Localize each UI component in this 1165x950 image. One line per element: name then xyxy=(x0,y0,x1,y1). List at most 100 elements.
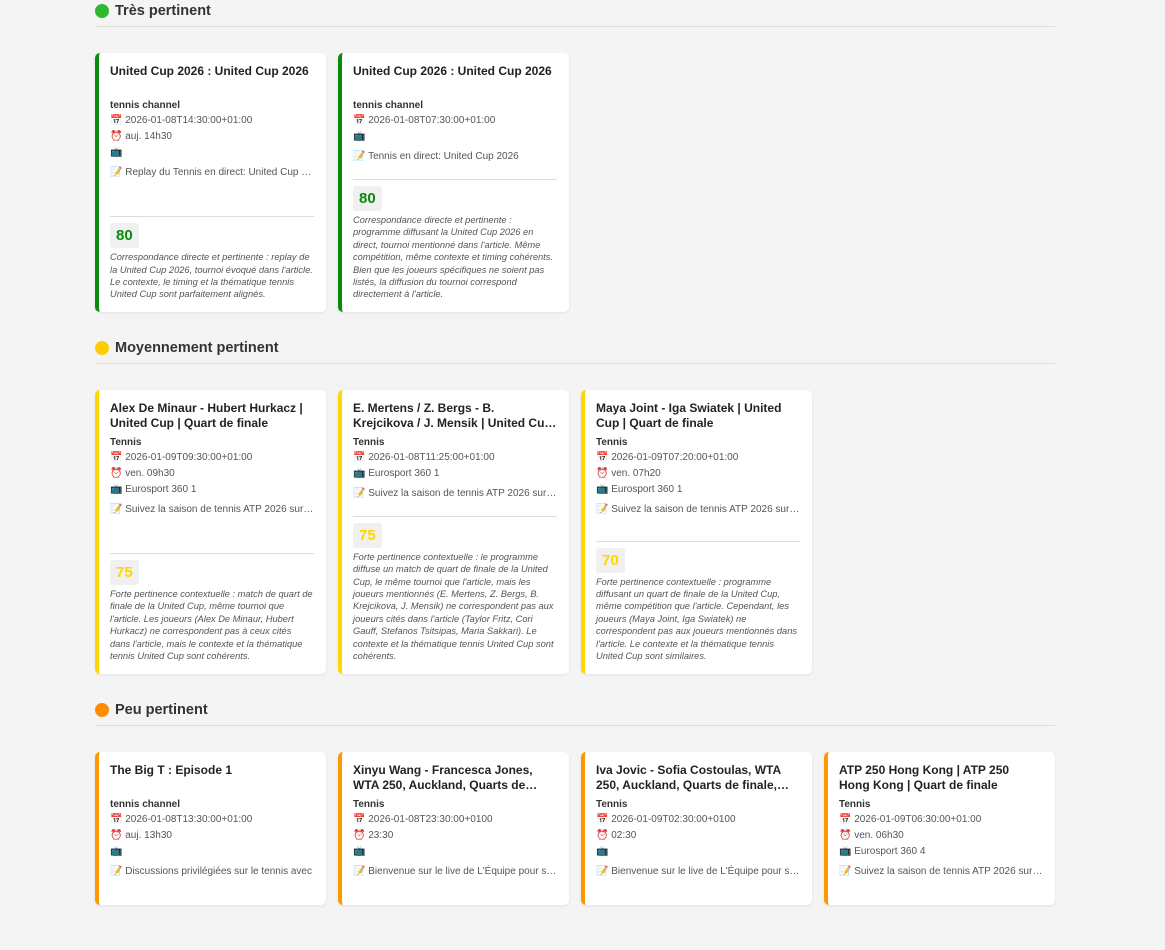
description-row: 📝 Suivez la saison de tennis ATP 2026 su… xyxy=(839,864,1043,880)
tv-row: 📺 Eurosport 360 4 xyxy=(839,844,1043,860)
justification-text: Correspondance directe et pertinente : p… xyxy=(353,215,553,300)
tv-row: 📺 Eurosport 360 1 xyxy=(353,466,557,482)
date-row: 📅 2026-01-08T13:30:00+01:00 xyxy=(110,812,314,828)
date-text: 2026-01-09T06:30:00+01:00 xyxy=(854,813,982,825)
section-low: Peu pertinent The Big T : Episode 1 tennis… xyxy=(95,699,1055,905)
tv-row: 📺 xyxy=(353,129,557,145)
tv-row: 📺 xyxy=(110,145,314,161)
description-row: 📝 Replay du Tennis en direct: United Cup… xyxy=(110,165,314,181)
time-row: ⏰ 02:30 xyxy=(596,828,800,844)
program-title: Maya Joint - Iga Swiatek | United Cup | … xyxy=(596,400,782,430)
score-footer: 75 Forte pertinence contextuelle : match … xyxy=(110,553,314,662)
date-text: 2026-01-08T13:30:00+01:00 xyxy=(125,813,253,825)
section-medium: Moyennement pertinent Alex De Minaur - Hu… xyxy=(95,337,1055,674)
date-text: 2026-01-09T07:20:00+01:00 xyxy=(611,451,739,463)
description-row: 📝 Discussions privilégiées sur le tennis… xyxy=(110,864,314,880)
calendar-icon: 📅 xyxy=(839,813,852,825)
time-row: ⏰ ven. 09h30 xyxy=(110,466,314,482)
description-text: Tennis en direct: United Cup 2026 xyxy=(368,151,519,162)
description-text: Suivez la saison de tennis ATP 2026 sur … xyxy=(125,503,314,515)
score-footer: 70 Forte pertinence contextuelle : progra… xyxy=(596,540,800,663)
score-badge: 80 xyxy=(110,223,139,249)
program-card[interactable]: United Cup 2026 : United Cup 2026 tennis … xyxy=(338,53,569,312)
program-card[interactable]: E. Mertens / Z. Bergs - B. Krejcikova / … xyxy=(338,389,569,674)
time-row: ⏰ auj. 14h30 xyxy=(110,129,314,145)
tv-icon: 📺 xyxy=(353,131,366,142)
date-text: 2026-01-09T02:30:00+0100 xyxy=(611,813,736,825)
program-card[interactable]: Maya Joint - Iga Swiatek | United Cup | … xyxy=(581,389,812,674)
score-badge: 75 xyxy=(110,560,139,586)
memo-icon: 📝 xyxy=(839,865,852,877)
description-text: Discussions privilégiées sur le tennis a… xyxy=(125,865,312,877)
program-card[interactable]: ATP 250 Hong Kong | ATP 250 Hong Kong | … xyxy=(824,751,1055,905)
calendar-icon: 📅 xyxy=(110,451,123,463)
calendar-icon: 📅 xyxy=(110,115,123,126)
calendar-icon: 📅 xyxy=(596,451,609,463)
date-text: 2026-01-09T09:30:00+01:00 xyxy=(125,451,253,463)
description-row: 📝 Bienvenue sur le live de L'Équipe pour… xyxy=(596,864,800,880)
alarm-clock-icon: ⏰ xyxy=(110,131,123,142)
tv-text: Eurosport 360 1 xyxy=(125,483,197,495)
channel-name: Tennis xyxy=(353,798,385,810)
tv-icon: 📺 xyxy=(353,467,366,479)
program-card[interactable]: Iva Jovic - Sofia Costoulas, WTA 250, Au… xyxy=(581,751,812,905)
card-grid: United Cup 2026 : United Cup 2026 tennis … xyxy=(95,53,1055,312)
score-footer: 75 Forte pertinence contextuelle : le pro… xyxy=(353,515,557,663)
date-row: 📅 2026-01-09T09:30:00+01:00 xyxy=(110,450,314,466)
section-title: Peu pertinent xyxy=(115,701,208,718)
description-text: Replay du Tennis en direct: United Cup 2… xyxy=(125,167,314,178)
program-title: The Big T : Episode 1 xyxy=(110,762,233,777)
tv-icon: 📺 xyxy=(596,845,609,857)
date-row: 📅 2026-01-08T11:25:00+01:00 xyxy=(353,450,557,466)
score-badge: 70 xyxy=(596,547,625,573)
section-title: Moyennement pertinent xyxy=(115,339,279,356)
justification-text: Correspondance directe et pertinente : r… xyxy=(110,252,313,300)
time-text: 23:30 xyxy=(368,829,394,841)
date-text: 2026-01-08T23:30:00+0100 xyxy=(368,813,493,825)
tv-row: 📺 xyxy=(110,844,314,860)
date-row: 📅 2026-01-09T06:30:00+01:00 xyxy=(839,812,1043,828)
calendar-icon: 📅 xyxy=(596,813,609,825)
time-row: ⏰ auj. 13h30 xyxy=(110,828,314,844)
alarm-clock-icon: ⏰ xyxy=(110,829,123,841)
tv-icon: 📺 xyxy=(110,845,123,857)
date-text: 2026-01-08T07:30:00+01:00 xyxy=(368,115,496,126)
program-title: United Cup 2026 : United Cup 2026 xyxy=(353,64,552,78)
status-dot-icon xyxy=(95,702,109,717)
channel-name: Tennis xyxy=(596,436,628,448)
channel-name: Tennis xyxy=(353,436,385,448)
date-row: 📅 2026-01-08T23:30:00+0100 xyxy=(353,812,557,828)
memo-icon: 📝 xyxy=(596,865,609,877)
tv-text: Eurosport 360 1 xyxy=(611,483,683,495)
time-row: ⏰ ven. 06h30 xyxy=(839,828,1043,844)
memo-icon: 📝 xyxy=(353,487,366,499)
program-card[interactable]: The Big T : Episode 1 tennis channel 📅 202… xyxy=(95,751,326,905)
section-high: Très pertinent United Cup 2026 : United C… xyxy=(95,0,1055,312)
channel-name: Tennis xyxy=(110,436,142,448)
calendar-icon: 📅 xyxy=(353,115,366,126)
tv-icon: 📺 xyxy=(110,147,123,158)
time-text: ven. 06h30 xyxy=(854,829,904,841)
tv-text: Eurosport 360 4 xyxy=(854,845,926,857)
status-dot-icon xyxy=(95,340,109,355)
program-title: United Cup 2026 : United Cup 2026 xyxy=(110,64,309,78)
time-text: auj. 13h30 xyxy=(125,829,172,841)
calendar-icon: 📅 xyxy=(353,813,366,825)
program-card[interactable]: Xinyu Wang - Francesca Jones, WTA 250, A… xyxy=(338,751,569,905)
program-title: Xinyu Wang - Francesca Jones, WTA 250, A… xyxy=(353,762,533,792)
alarm-clock-icon: ⏰ xyxy=(353,829,366,841)
program-card[interactable]: Alex De Minaur - Hubert Hurkacz | United… xyxy=(95,389,326,674)
description-row: 📝 Suivez la saison de tennis ATP 2026 su… xyxy=(353,486,557,502)
description-text: Suivez la saison de tennis ATP 2026 sur … xyxy=(368,487,557,499)
program-title: E. Mertens / Z. Bergs - B. Krejcikova / … xyxy=(353,400,552,430)
program-card[interactable]: United Cup 2026 : United Cup 2026 tennis … xyxy=(95,53,326,312)
program-title: Iva Jovic - Sofia Costoulas, WTA 250, Au… xyxy=(596,762,781,792)
description-text: Suivez la saison de tennis ATP 2026 sur … xyxy=(611,503,800,515)
program-title: Alex De Minaur - Hubert Hurkacz | United… xyxy=(110,400,303,430)
channel-name: Tennis xyxy=(839,798,871,810)
time-text: 02:30 xyxy=(611,829,637,841)
score-footer: 80 Correspondance directe et pertinente :… xyxy=(353,179,557,301)
tv-row: 📺 xyxy=(596,844,800,860)
date-row: 📅 2026-01-08T07:30:00+01:00 xyxy=(353,113,557,129)
tv-icon: 📺 xyxy=(110,483,123,495)
